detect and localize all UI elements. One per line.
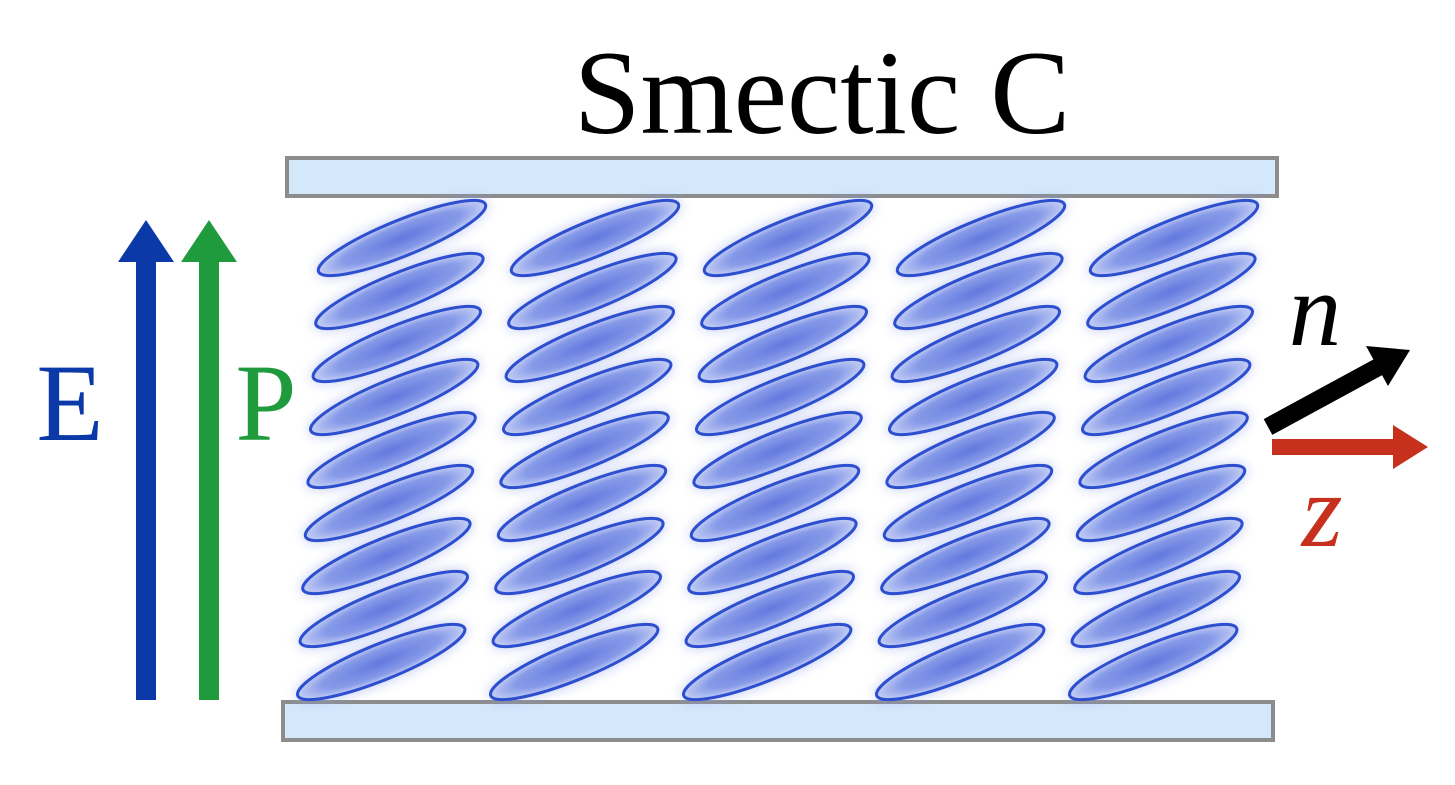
molecule bbox=[308, 357, 480, 437]
molecule bbox=[694, 357, 866, 437]
molecule bbox=[313, 251, 486, 331]
molecule bbox=[691, 410, 864, 490]
molecule bbox=[681, 622, 853, 702]
molecule bbox=[501, 357, 673, 437]
director-arrow bbox=[1263, 346, 1410, 435]
director-label: n bbox=[1289, 251, 1342, 368]
molecule bbox=[496, 463, 668, 543]
molecule bbox=[684, 569, 856, 649]
molecule bbox=[702, 198, 874, 278]
electric-field-arrow bbox=[118, 220, 174, 700]
molecule bbox=[1072, 516, 1245, 596]
molecule bbox=[895, 198, 1067, 278]
polarization-arrow bbox=[181, 220, 237, 700]
molecule bbox=[689, 463, 861, 543]
layer-normal-label: z bbox=[1300, 452, 1343, 569]
layer-normal-arrow bbox=[1272, 425, 1428, 469]
molecule bbox=[298, 569, 470, 649]
molecule bbox=[303, 463, 475, 543]
molecule bbox=[295, 622, 467, 702]
molecule bbox=[884, 410, 1057, 490]
molecule bbox=[1083, 304, 1255, 384]
molecule bbox=[316, 198, 488, 278]
molecule bbox=[1070, 569, 1242, 649]
molecule bbox=[493, 516, 666, 596]
molecule bbox=[305, 410, 478, 490]
molecule bbox=[887, 357, 1059, 437]
molecule bbox=[686, 516, 859, 596]
molecule bbox=[1080, 357, 1252, 437]
diagram-title: Smectic C bbox=[574, 26, 1071, 159]
molecule bbox=[1067, 622, 1239, 702]
molecule bbox=[877, 569, 1049, 649]
molecule bbox=[874, 622, 1046, 702]
molecule bbox=[498, 410, 671, 490]
molecule bbox=[311, 304, 483, 384]
molecule bbox=[1075, 463, 1247, 543]
molecule bbox=[890, 304, 1062, 384]
molecule bbox=[879, 516, 1052, 596]
polarization-label: P bbox=[235, 342, 296, 464]
molecule bbox=[697, 304, 869, 384]
molecule bbox=[1077, 410, 1250, 490]
molecule bbox=[491, 569, 663, 649]
molecule bbox=[882, 463, 1054, 543]
top-plate bbox=[285, 156, 1279, 198]
molecule bbox=[892, 251, 1065, 331]
molecule bbox=[300, 516, 473, 596]
molecule bbox=[488, 622, 660, 702]
molecule bbox=[506, 251, 679, 331]
molecule bbox=[699, 251, 872, 331]
molecule-layers bbox=[295, 198, 1260, 702]
molecule bbox=[509, 198, 681, 278]
electric-field-label: E bbox=[36, 342, 103, 464]
molecule bbox=[504, 304, 676, 384]
bottom-plate bbox=[281, 700, 1275, 742]
molecule bbox=[1085, 251, 1258, 331]
molecule bbox=[1088, 198, 1260, 278]
